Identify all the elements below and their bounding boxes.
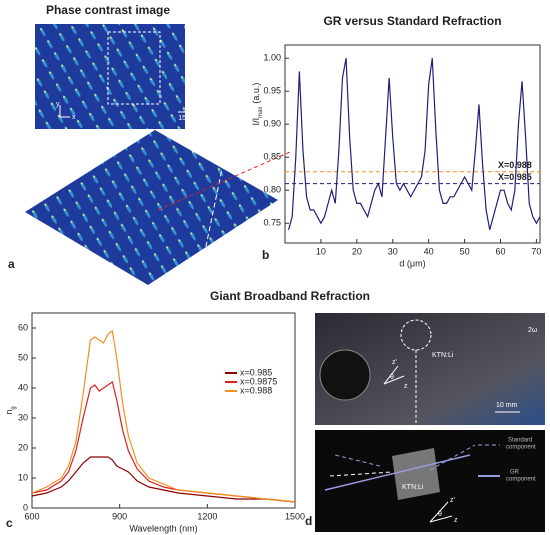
series-line: [31, 456, 296, 503]
series-line: [288, 58, 541, 230]
x-tick-label: 60: [495, 246, 505, 256]
x-tick-label: 40: [424, 246, 434, 256]
y-tick-label: 0.85: [263, 152, 281, 162]
angle-label: θ: [438, 511, 442, 518]
crystal: [392, 448, 440, 500]
x-tick-label: 30: [388, 246, 398, 256]
legend-text: component: [506, 445, 536, 451]
y-tick-label: 0.95: [263, 86, 281, 96]
y-axis-label-sub: g: [11, 406, 17, 409]
beam: [334, 454, 381, 467]
y-tick-label: 40: [18, 382, 28, 392]
y-tick-label: 10: [18, 472, 28, 482]
axis-arrow: [383, 375, 405, 385]
chart-title: GR versus Standard Refraction: [323, 14, 501, 28]
beam: [429, 444, 476, 471]
lens: [319, 349, 371, 401]
axis-label: z': [450, 497, 455, 504]
legend-label: x=0.988: [240, 385, 272, 395]
legend-label: x=0.9875: [240, 376, 277, 386]
x-tick-label: 20: [352, 246, 362, 256]
y-axis-label-main: I/I: [251, 118, 261, 126]
y-tick-label: 1.00: [263, 53, 281, 63]
axis-arrow: [383, 365, 399, 385]
legend-text: Standard: [508, 438, 532, 444]
legend-text: component: [506, 477, 536, 483]
axis-label: z: [454, 517, 458, 524]
panel-title: Phase contrast image: [46, 3, 170, 17]
y-tick-label: 20: [18, 442, 28, 452]
y-tick-label: 0.80: [263, 185, 281, 195]
beam: [324, 454, 471, 491]
y-tick-label: 30: [18, 412, 28, 422]
y-axis-label-unit: (a.u.): [251, 83, 261, 104]
harmonic-label: 2ω: [528, 327, 538, 334]
x-axis-label: d (μm): [399, 258, 425, 268]
legend-label: x=0.985: [240, 367, 272, 377]
legend-text: GR: [510, 470, 520, 476]
reference-label: X=0.988: [498, 160, 532, 170]
y-tick-label: 60: [18, 322, 28, 332]
panel-label: c: [6, 516, 13, 530]
scale-label: 10 mm: [496, 402, 518, 409]
reference-label: X=0.985: [498, 172, 532, 182]
y-axis-label: ng: [4, 406, 16, 414]
scale-label: 15 μm: [178, 115, 198, 122]
plot-frame: [31, 312, 296, 509]
x-axis-label: Wavelength (nm): [129, 523, 197, 533]
x-tick-label: 600: [24, 511, 39, 521]
y-axis-label-sub: max: [258, 107, 264, 118]
axis-label: z': [392, 359, 397, 366]
x-tick-label: 1200: [197, 511, 217, 521]
y-tick-label: 0.90: [263, 119, 281, 129]
plot-frame: [284, 44, 541, 244]
axis-label: z: [404, 383, 408, 390]
axis-label: x: [72, 114, 76, 121]
axis-arrow: [429, 501, 449, 523]
panel-label: d: [305, 514, 312, 528]
x-tick-label: 1500: [285, 511, 305, 521]
series-line: [31, 329, 296, 503]
sample-circle: [400, 319, 432, 351]
y-axis-label-main: n: [4, 410, 14, 415]
scan-line: [199, 139, 229, 276]
y-tick-label: 0.75: [263, 218, 281, 228]
axis-arrow: [429, 515, 453, 523]
x-tick-label: 900: [112, 511, 127, 521]
angle-label: θ: [390, 374, 394, 381]
zoomed-image: [25, 130, 278, 285]
section-title: Giant Broadband Refraction: [210, 289, 370, 303]
x-tick-label: 10: [316, 246, 326, 256]
selection-box: [107, 31, 161, 105]
x-tick-label: 70: [531, 246, 541, 256]
sample-label: KTN:Li: [432, 352, 454, 359]
sample-label: KTN:Li: [402, 484, 424, 491]
phase-image: [35, 24, 185, 129]
link-arrow: [157, 151, 291, 211]
panel-label: a: [8, 257, 15, 271]
beam: [329, 471, 393, 477]
axis-label: y: [56, 101, 60, 108]
y-axis-label: I/Imax (a.u.): [251, 83, 263, 126]
x-tick-label: 50: [460, 246, 470, 256]
y-tick-label: 50: [18, 352, 28, 362]
y-tick-label: 0: [23, 502, 28, 512]
panel-label: b: [262, 248, 269, 262]
